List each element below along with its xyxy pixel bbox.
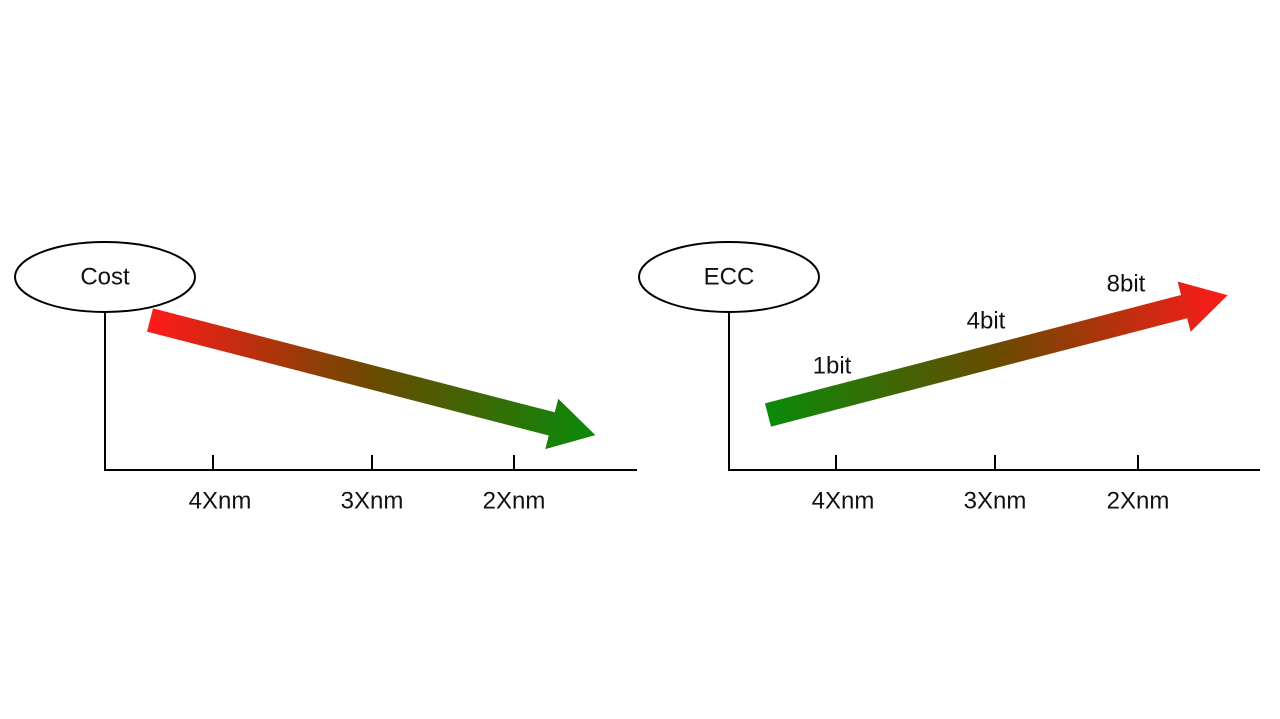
- axis: [104, 312, 637, 471]
- tick-label: 3Xnm: [341, 487, 404, 514]
- axis: [728, 312, 1260, 471]
- tick-label: 4Xnm: [812, 487, 875, 514]
- arrow-label: 8bit: [1107, 270, 1146, 297]
- trend-arrow: [764, 281, 1228, 427]
- ecc-panel: ECC 4Xnm 3Xnm 2Xnm 1bit 4bit 8bit: [638, 241, 1260, 514]
- arrow-label: 1bit: [813, 352, 852, 379]
- cost-panel: Cost 4Xnm 3Xnm 2Xnm: [14, 241, 637, 514]
- panel-label: ECC: [704, 263, 755, 290]
- tick-label: 4Xnm: [189, 487, 252, 514]
- arrow-label: 4bit: [967, 307, 1006, 334]
- panel-label: Cost: [80, 263, 130, 290]
- ticks: [835, 455, 1139, 470]
- tick-label: 2Xnm: [1107, 487, 1170, 514]
- tick-label: 2Xnm: [483, 487, 546, 514]
- trend-arrow: [146, 308, 596, 450]
- ticks: [212, 455, 515, 470]
- tick-label: 3Xnm: [964, 487, 1027, 514]
